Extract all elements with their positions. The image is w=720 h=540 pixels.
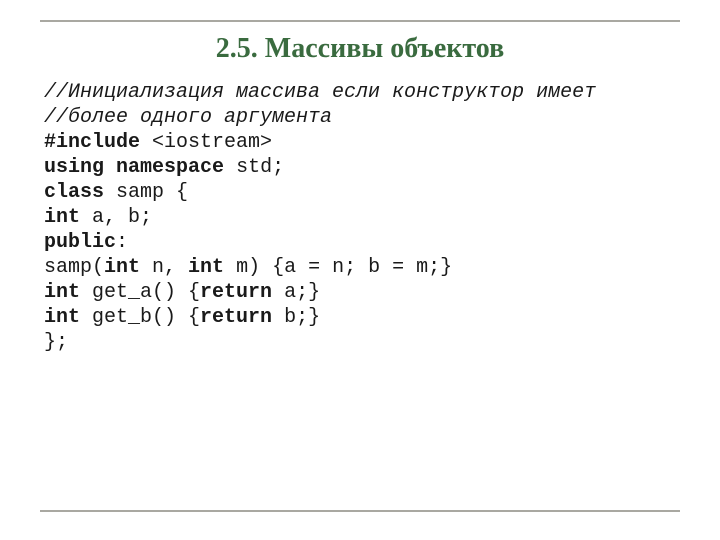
kw-namespace: namespace — [116, 156, 224, 179]
kw-return-b: return — [200, 306, 272, 329]
code-comment-1: //Инициализация массива если конструктор… — [44, 81, 596, 104]
code-l02-rest: std; — [224, 156, 284, 179]
kw-using: using — [44, 156, 104, 179]
code-l08-b: b;} — [272, 306, 320, 329]
kw-include: #include — [44, 131, 140, 154]
code-l09: }; — [44, 331, 68, 354]
bottom-rule — [40, 510, 680, 512]
kw-class: class — [44, 181, 104, 204]
kw-int-m: int — [188, 256, 224, 279]
kw-public: public — [44, 231, 116, 254]
code-comment-2: //более одного аргумента — [44, 106, 332, 129]
code-l01-rest: <iostream> — [140, 131, 272, 154]
code-l05-rest: : — [116, 231, 128, 254]
slide-title: 2.5. Массивы объектов — [40, 32, 680, 66]
code-l06-c: m) {a = n; b = m;} — [224, 256, 452, 279]
kw-int-getb: int — [44, 306, 80, 329]
kw-int-fields: int — [44, 206, 80, 229]
top-rule — [40, 20, 680, 22]
code-block: //Инициализация массива если конструктор… — [44, 80, 680, 355]
code-l08-a: get_b() { — [80, 306, 200, 329]
kw-int-geta: int — [44, 281, 80, 304]
code-l03-rest: samp { — [104, 181, 188, 204]
slide-container: 2.5. Массивы объектов //Инициализация ма… — [0, 0, 720, 540]
kw-return-a: return — [200, 281, 272, 304]
code-l07-a: get_a() { — [80, 281, 200, 304]
kw-int-n: int — [104, 256, 140, 279]
code-l06-a: samp( — [44, 256, 104, 279]
code-l04-rest: a, b; — [80, 206, 152, 229]
code-l06-b: n, — [140, 256, 188, 279]
code-l07-b: a;} — [272, 281, 320, 304]
